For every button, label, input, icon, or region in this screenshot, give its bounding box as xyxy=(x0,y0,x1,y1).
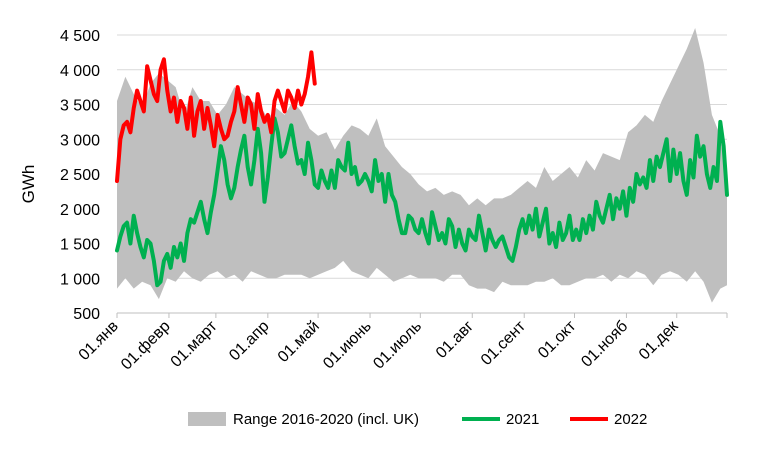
series-line-2022 xyxy=(115,50,317,183)
legend: Range 2016-2020 (incl. UK) 2021 2022 xyxy=(188,411,647,428)
y-tick-label: 1 000 xyxy=(60,271,100,288)
y-tick-label: 1 500 xyxy=(60,237,100,254)
y-axis-label: GWh xyxy=(19,165,38,204)
legend-label: Range 2016-2020 (incl. UK) xyxy=(233,411,419,428)
series-line-2021 xyxy=(115,116,729,288)
y-tick-label: 3 500 xyxy=(60,98,100,115)
legend-label: 2021 xyxy=(506,411,539,428)
y-tick-label: 3 000 xyxy=(60,132,100,149)
legend-label: 2022 xyxy=(614,411,647,428)
y-tick-labels: 500 1 000 1 500 2 000 2 500 3 000 3 500 4 000 4 … xyxy=(60,28,100,323)
legend-swatch-range xyxy=(188,412,226,426)
y-tick-label: 500 xyxy=(73,306,100,323)
series-layer xyxy=(115,50,729,288)
y-tick-label: 4 000 xyxy=(60,63,100,80)
y-tick-label: 2 500 xyxy=(60,167,100,184)
y-tick-label: 4 500 xyxy=(60,28,100,45)
axis-layer xyxy=(116,312,728,318)
y-tick-label: 2 000 xyxy=(60,202,100,219)
